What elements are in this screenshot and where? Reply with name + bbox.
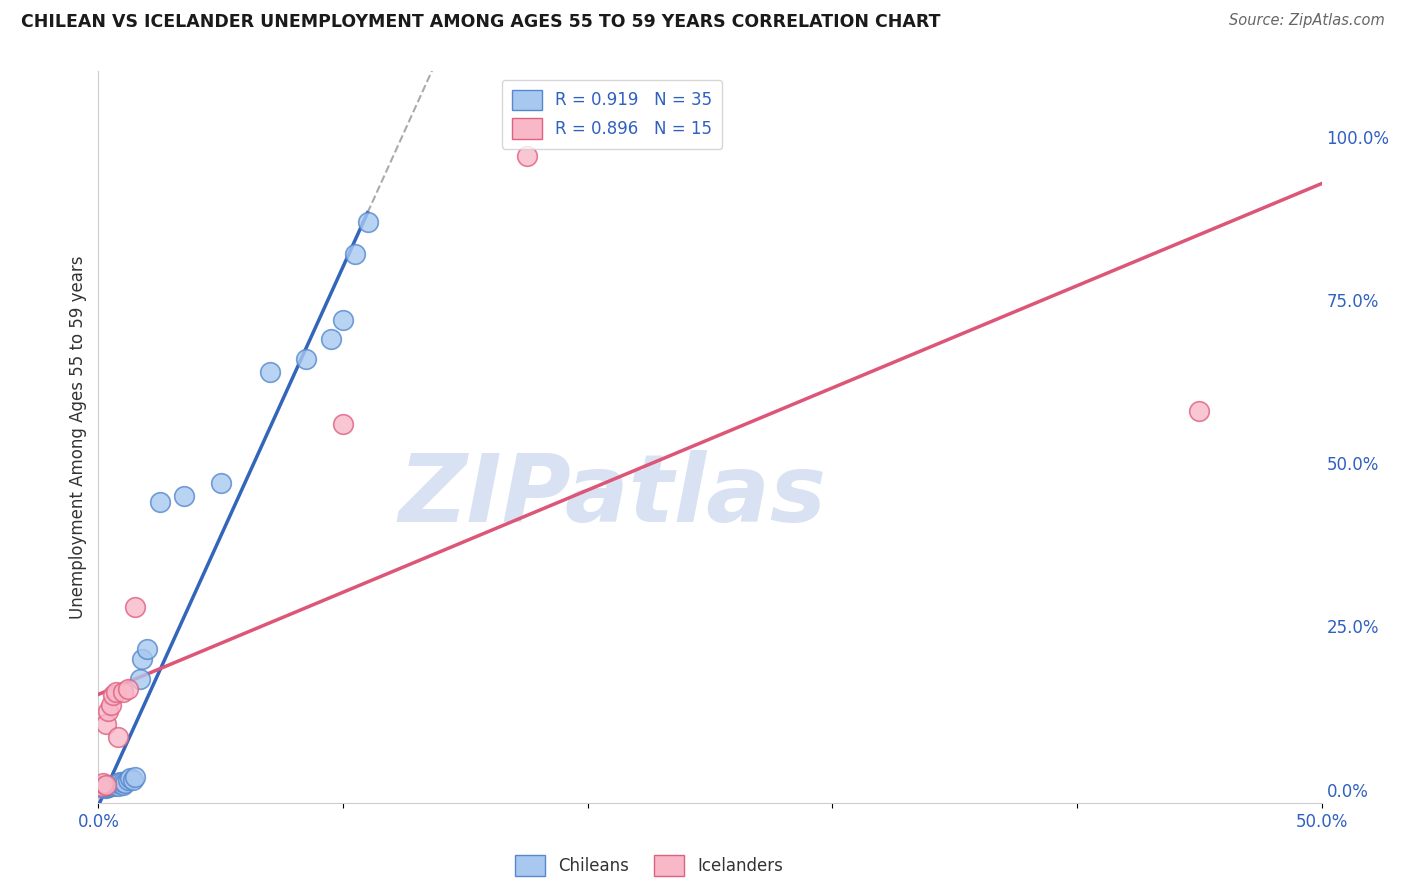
Point xyxy=(332,312,354,326)
Point xyxy=(173,489,195,503)
Point xyxy=(1188,404,1211,418)
Point xyxy=(90,780,112,794)
Point xyxy=(209,475,232,490)
Text: Source: ZipAtlas.com: Source: ZipAtlas.com xyxy=(1229,13,1385,29)
Point xyxy=(91,776,114,790)
Point xyxy=(344,247,367,261)
Point xyxy=(295,351,318,366)
Point xyxy=(131,652,153,666)
Point xyxy=(136,642,159,657)
Point xyxy=(107,776,129,790)
Point xyxy=(515,149,537,163)
Point xyxy=(107,779,129,793)
Y-axis label: Unemployment Among Ages 55 to 59 years: Unemployment Among Ages 55 to 59 years xyxy=(69,255,87,619)
Point xyxy=(259,365,281,379)
Point xyxy=(97,780,120,794)
Point xyxy=(129,672,152,686)
Point xyxy=(94,717,117,731)
Point xyxy=(111,775,134,789)
Point xyxy=(91,780,114,795)
Point xyxy=(104,778,127,792)
Point xyxy=(101,778,124,792)
Point xyxy=(111,685,134,699)
Point xyxy=(120,771,142,785)
Point xyxy=(94,780,117,795)
Point xyxy=(117,681,139,696)
Point xyxy=(104,685,127,699)
Point xyxy=(121,772,143,787)
Point xyxy=(101,780,124,794)
Point xyxy=(124,599,146,614)
Point xyxy=(110,775,132,789)
Point xyxy=(319,332,342,346)
Point xyxy=(117,772,139,787)
Point xyxy=(100,780,122,794)
Point xyxy=(97,705,120,719)
Point xyxy=(94,780,117,794)
Point xyxy=(107,731,129,745)
Point xyxy=(114,776,136,790)
Point xyxy=(100,779,122,793)
Point xyxy=(149,495,172,509)
Text: ZIPatlas: ZIPatlas xyxy=(398,450,827,541)
Point xyxy=(97,779,120,793)
Point xyxy=(356,214,378,228)
Point xyxy=(91,780,114,794)
Text: CHILEAN VS ICELANDER UNEMPLOYMENT AMONG AGES 55 TO 59 YEARS CORRELATION CHART: CHILEAN VS ICELANDER UNEMPLOYMENT AMONG … xyxy=(21,13,941,31)
Point xyxy=(94,778,117,792)
Point xyxy=(124,770,146,784)
Point xyxy=(94,780,117,794)
Legend: Chileans, Icelanders: Chileans, Icelanders xyxy=(508,848,790,882)
Point xyxy=(332,417,354,431)
Point xyxy=(111,778,134,792)
Point xyxy=(100,778,122,792)
Point xyxy=(101,688,124,702)
Point xyxy=(100,698,122,712)
